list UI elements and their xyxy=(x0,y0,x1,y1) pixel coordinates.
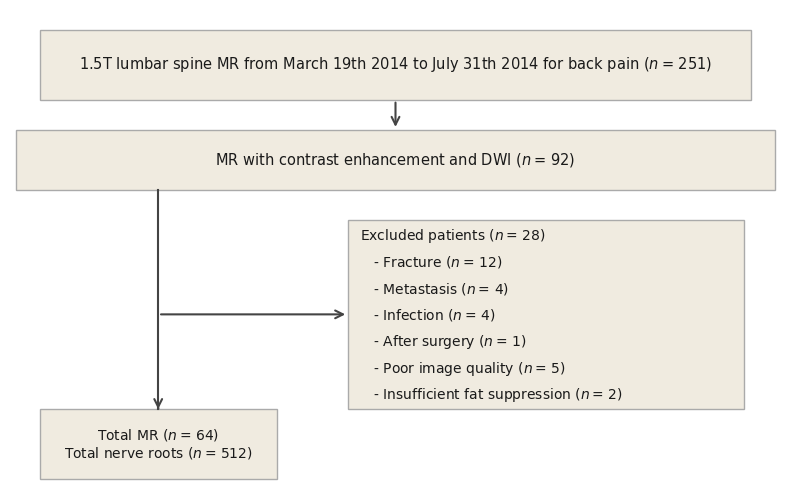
Text: - After surgery ($n$ = 1): - After surgery ($n$ = 1) xyxy=(360,333,527,351)
Text: 1.5T lumbar spine MR from March 19th 2014 to July 31th 2014 for back pain ($n$ =: 1.5T lumbar spine MR from March 19th 201… xyxy=(79,55,712,74)
FancyBboxPatch shape xyxy=(40,409,277,479)
Text: - Fracture ($n$ = 12): - Fracture ($n$ = 12) xyxy=(360,254,502,270)
Text: MR with contrast enhancement and DWI ($n$ = 92): MR with contrast enhancement and DWI ($n… xyxy=(215,151,576,169)
Text: Excluded patients ($n$ = 28): Excluded patients ($n$ = 28) xyxy=(360,227,546,245)
FancyBboxPatch shape xyxy=(348,220,744,409)
Text: - Metastasis ($n$ = 4): - Metastasis ($n$ = 4) xyxy=(360,281,509,297)
FancyBboxPatch shape xyxy=(40,30,751,100)
Text: - Insufficient fat suppression ($n$ = 2): - Insufficient fat suppression ($n$ = 2) xyxy=(360,386,623,404)
Text: Total MR ($n$ = 64): Total MR ($n$ = 64) xyxy=(97,427,219,444)
FancyBboxPatch shape xyxy=(16,130,775,190)
Text: Total nerve roots ($n$ = 512): Total nerve roots ($n$ = 512) xyxy=(64,445,252,461)
Text: - Infection ($n$ = 4): - Infection ($n$ = 4) xyxy=(360,307,495,323)
Text: - Poor image quality ($n$ = 5): - Poor image quality ($n$ = 5) xyxy=(360,360,566,378)
